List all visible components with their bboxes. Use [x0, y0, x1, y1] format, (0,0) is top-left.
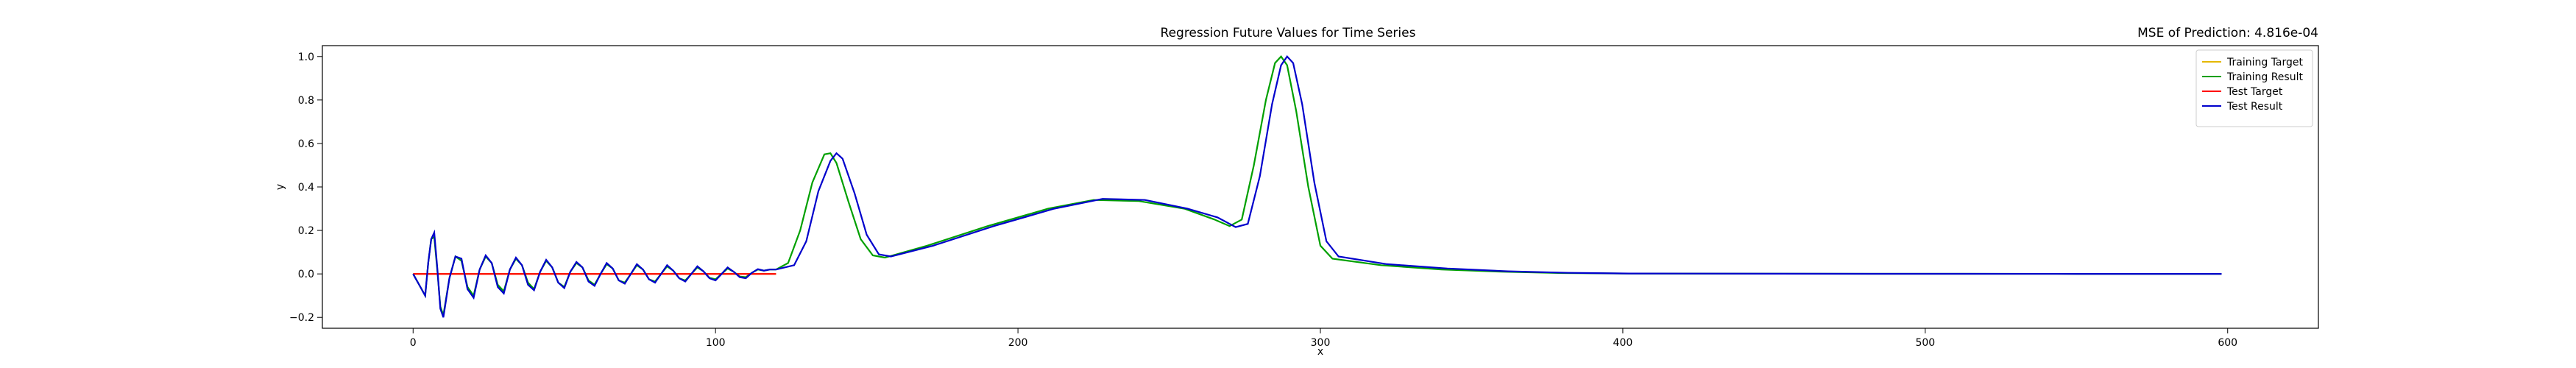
x-tick-label: 600 [2218, 337, 2237, 349]
y-tick-label: 0.0 [298, 269, 314, 280]
series-line-test-result [412, 55, 2222, 318]
series-layer [412, 55, 2222, 318]
y-ticks: −0.2 0.0 0.2 0.4 0.6 0.8 1.0 [289, 52, 322, 324]
y-tick-label: 0.2 [298, 225, 314, 237]
x-tick-label: 400 [1613, 337, 1633, 349]
x-ticks: 0 100 200 300 400 500 600 [410, 328, 2237, 349]
legend: Training Target Training Result Test Targe… [2195, 49, 2313, 127]
chart-title: Regression Future Values for Time Series [1161, 26, 1416, 40]
x-tick-label: 200 [1008, 337, 1028, 349]
y-tick-label: 0.8 [298, 95, 314, 107]
legend-label: Test Target [2226, 86, 2283, 98]
x-tick-label: 500 [1915, 337, 1935, 349]
y-tick-label: −0.2 [289, 312, 314, 324]
y-tick-label: 0.6 [298, 138, 314, 150]
legend-label: Training Result [2226, 71, 2303, 83]
y-tick-label: 1.0 [298, 52, 314, 63]
plot-frame [322, 45, 2319, 329]
legend-box [2195, 49, 2313, 127]
legend-label: Training Target [2226, 57, 2304, 68]
y-tick-label: 0.4 [298, 182, 314, 194]
mse-label: MSE of Prediction: 4.816e-04 [2137, 26, 2318, 40]
x-tick-label: 100 [706, 337, 726, 349]
x-tick-label: 300 [1311, 337, 1331, 349]
series-line-training-result [412, 55, 2222, 316]
x-axis-label: x [1317, 346, 1323, 358]
x-tick-label: 0 [410, 337, 417, 349]
legend-label: Test Result [2226, 101, 2283, 113]
y-axis-label: y [275, 184, 286, 190]
